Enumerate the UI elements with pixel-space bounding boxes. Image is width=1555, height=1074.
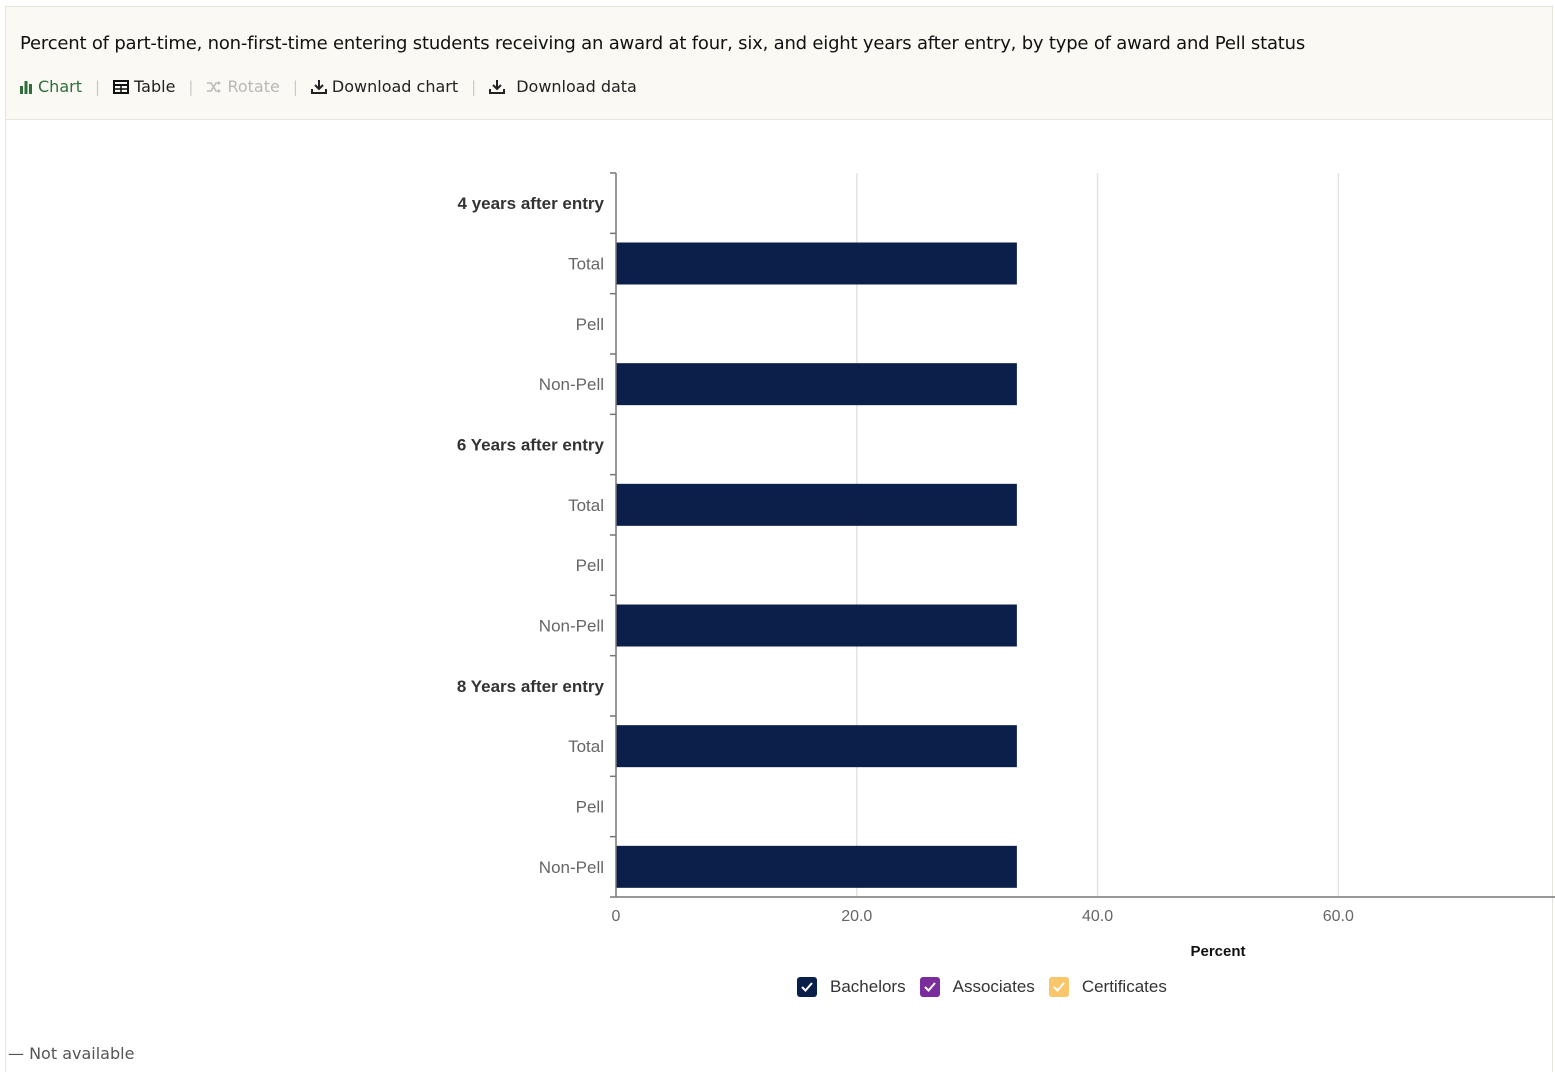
rotate-button[interactable]: Rotate [206,77,280,96]
category-label: Total [568,496,604,515]
chart-title: Percent of part-time, non-first-time ent… [20,33,1306,54]
toolbar-separator: | [94,77,101,96]
group-label: 8 Years after entry [457,677,605,696]
download-icon [310,79,327,95]
bar-bachelors[interactable] [616,604,1017,647]
category-label: Non-Pell [539,617,604,636]
bar-bachelors[interactable] [616,363,1017,406]
shuffle-icon [206,80,222,94]
x-axis-title: Percent [1190,943,1245,960]
category-label: Pell [576,556,604,575]
category-labels: 4 years after entry Total Pell Non-Pell 6 Ye… [457,194,605,877]
axes [610,172,1555,898]
download-data-label: Download data [516,77,637,96]
legend-label: Bachelors [830,977,906,996]
toolbar-separator: | [471,77,477,96]
legend-label: Associates [952,977,1035,996]
group-label: 6 Years after entry [457,436,605,455]
chart-header: Percent of part-time, non-first-time ent… [6,7,1552,120]
x-tick-labels: 0 20.0 40.0 60.0 [612,908,1354,925]
not-available-note: — Not available [8,1044,135,1063]
table-view-button[interactable]: Table [113,77,175,96]
bar-chart-icon [19,80,33,94]
bar-bachelors[interactable] [616,725,1017,768]
chart-panel: Percent of part-time, non-first-time ent… [5,6,1553,1072]
download-chart-button[interactable]: Download chart [310,77,459,96]
bar-bachelors[interactable] [616,845,1017,888]
download-chart-label: Download chart [331,77,459,96]
download-icon [489,79,511,95]
chart-toolbar: Chart | Table | Rotate | Down [19,77,637,96]
bar-bachelors[interactable] [616,242,1017,285]
x-tick-label: 40.0 [1082,908,1113,925]
group-label: 4 years after entry [458,194,605,213]
bars [616,242,1017,888]
checkbox-icon [1048,977,1069,997]
chart-legend: Bachelors Associates Certificates [797,977,1181,997]
category-label: Total [568,255,604,274]
checkbox-icon [797,977,817,997]
checkbox-icon [919,977,940,997]
chart-view-button[interactable]: Chart [19,77,82,96]
bar-bachelors[interactable] [616,483,1017,526]
download-data-button[interactable]: Download data [489,77,637,96]
x-tick-label: 0 [612,908,621,925]
legend-label: Certificates [1081,977,1167,996]
legend-item-bachelors[interactable]: Bachelors [797,977,906,997]
x-tick-label: 20.0 [841,908,872,925]
category-label: Non-Pell [539,858,604,877]
category-label: Pell [576,315,604,334]
x-tick-label: 60.0 [1323,908,1354,925]
legend-item-certificates[interactable]: Certificates [1048,977,1167,997]
table-view-label: Table [134,77,176,96]
toolbar-separator: | [292,77,298,96]
legend-item-associates[interactable]: Associates [919,977,1035,997]
category-label: Non-Pell [539,375,604,394]
toolbar-separator: | [188,77,194,96]
gridlines [856,173,1340,897]
rotate-label: Rotate [227,77,280,96]
category-label: Pell [576,798,604,817]
chart-view-label: Chart [38,77,82,96]
table-icon [113,79,130,94]
category-label: Total [568,737,604,756]
